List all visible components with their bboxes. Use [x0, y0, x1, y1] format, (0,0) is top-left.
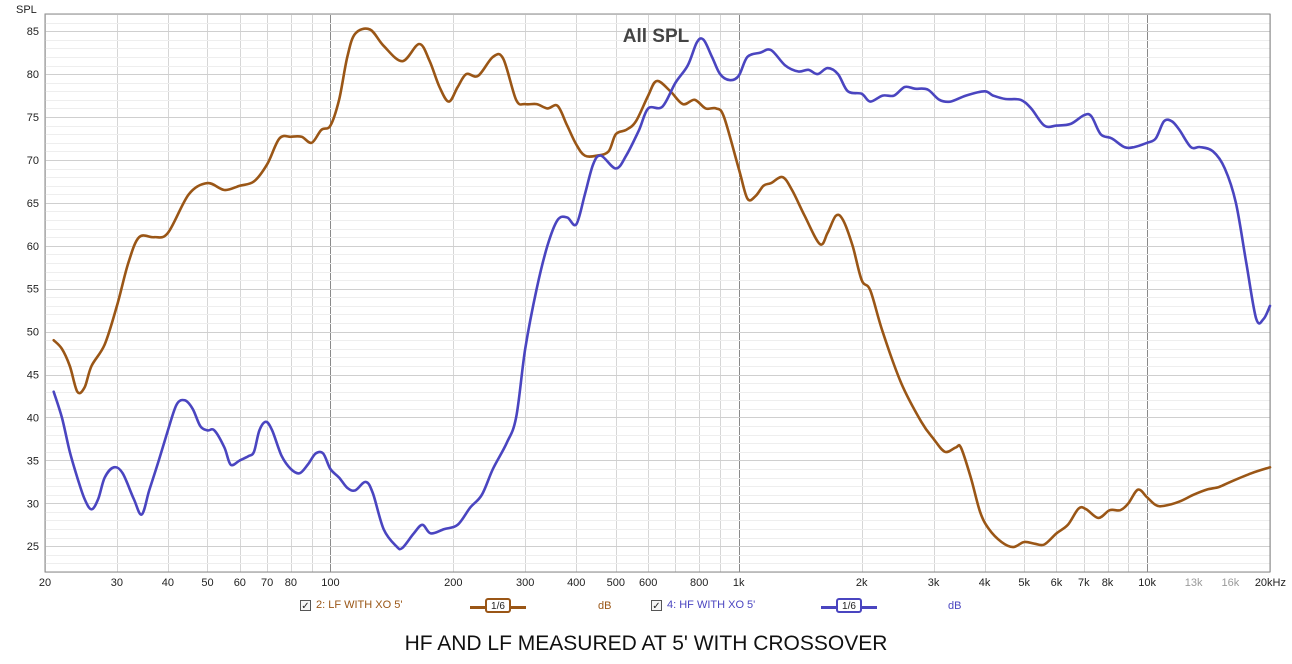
figure-caption: HF AND LF MEASURED AT 5' WITH CROSSOVER — [404, 632, 888, 655]
legend-hf-checkbox[interactable]: ✓ — [651, 599, 662, 612]
legend-hf-name: 4: HF WITH XO 5' — [667, 599, 756, 611]
x-tick-label: 70 — [261, 577, 273, 589]
y-tick-label: 25 — [27, 541, 39, 553]
y-tick-label: 35 — [27, 455, 39, 467]
y-tick-label: 75 — [27, 112, 39, 124]
legend-hf-unit: dB — [948, 600, 962, 612]
x-tick-label: 30 — [111, 577, 123, 589]
legend-lf-name: 2: LF WITH XO 5' — [316, 599, 403, 611]
x-tick-label: 2k — [856, 577, 868, 589]
x-tick-label: 500 — [607, 577, 625, 589]
legend-item-hf[interactable]: ✓ 4: HF WITH XO 5' — [651, 599, 756, 612]
x-tick-label: 50 — [201, 577, 213, 589]
series-lines — [52, 27, 1272, 551]
x-tick-label: 200 — [444, 577, 462, 589]
x-tick-label: 100 — [321, 577, 339, 589]
y-tick-label: 85 — [27, 26, 39, 38]
legend-lf-unit: dB — [598, 600, 612, 612]
y-tick-label: 45 — [27, 370, 39, 382]
legend: ✓ 2: LF WITH XO 5' 1/6 dB ✓ 4: HF WITH X… — [0, 597, 1292, 617]
y-tick-label: 60 — [27, 241, 39, 253]
y-tick-label: 80 — [27, 69, 39, 81]
x-tick-label: 80 — [285, 577, 297, 589]
x-tick-label: 20kHz — [1255, 577, 1286, 589]
x-tick-labels: 20 30 40 50 60 70 80 100 200 300 400 500 600 800 1k 2k 3… — [39, 577, 1286, 589]
y-tick-labels: 25 30 35 40 45 50 55 60 65 70 75 80 85 — [27, 26, 39, 553]
legend-lf-smoothing[interactable]: 1/6 — [485, 598, 511, 613]
y-tick-label: 50 — [27, 327, 39, 339]
x-tick-label: 600 — [639, 577, 657, 589]
x-tick-label: 16k — [1222, 577, 1240, 589]
legend-item-lf[interactable]: ✓ 2: LF WITH XO 5' — [300, 599, 403, 612]
x-tick-label: 13k — [1185, 577, 1203, 589]
x-tick-label: 800 — [690, 577, 708, 589]
x-tick-label: 8k — [1102, 577, 1114, 589]
y-tick-label: 70 — [27, 155, 39, 167]
x-tick-label: 3k — [928, 577, 940, 589]
legend-lf-checkbox[interactable]: ✓ — [300, 599, 311, 612]
x-tick-label: 10k — [1138, 577, 1156, 589]
y-axis-label: SPL — [16, 4, 37, 16]
y-tick-label: 30 — [27, 498, 39, 510]
plot-frame — [44, 13, 1271, 573]
grid — [45, 14, 1271, 573]
x-tick-label: 400 — [567, 577, 585, 589]
legend-lf-smoothing-control[interactable]: 1/6 — [470, 598, 526, 614]
legend-hf-smoothing-control[interactable]: 1/6 — [821, 598, 877, 614]
series-line-hf — [52, 37, 1272, 551]
x-tick-label: 20 — [39, 577, 51, 589]
x-tick-label: 6k — [1051, 577, 1063, 589]
x-tick-label: 300 — [516, 577, 534, 589]
x-tick-label: 7k — [1078, 577, 1090, 589]
y-tick-label: 40 — [27, 412, 39, 424]
chart-title: All SPL — [623, 26, 690, 47]
x-tick-label: 4k — [979, 577, 991, 589]
x-tick-label: 1k — [733, 577, 745, 589]
y-tick-label: 65 — [27, 198, 39, 210]
x-tick-label: 5k — [1018, 577, 1030, 589]
y-tick-label: 55 — [27, 284, 39, 296]
x-tick-label: 40 — [162, 577, 174, 589]
legend-hf-smoothing[interactable]: 1/6 — [836, 598, 862, 613]
x-tick-label: 60 — [234, 577, 246, 589]
